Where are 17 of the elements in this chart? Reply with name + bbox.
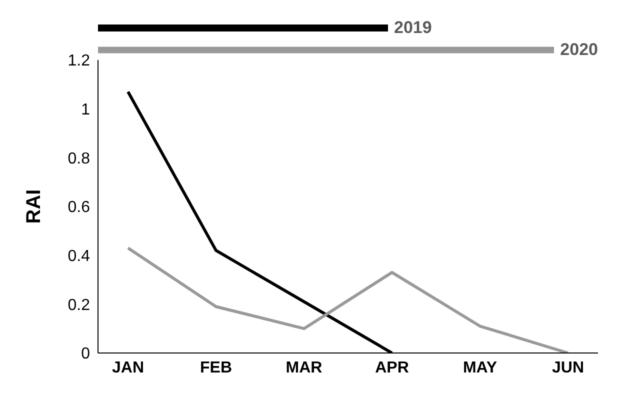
y-tick-label: 1 (81, 102, 90, 119)
x-tick-label: APR (375, 359, 410, 376)
y-axis-title: RAI (23, 189, 46, 224)
y-tick-label: 0 (81, 346, 90, 363)
y-tick-label: 1.2 (68, 52, 90, 70)
x-tick-label: JAN (112, 359, 144, 376)
line-series (126, 246, 570, 353)
y-tick-label: 0.4 (68, 248, 90, 266)
y-tick-label: 0.6 (68, 199, 90, 216)
y-tick-label: 0.8 (68, 150, 90, 168)
x-tick-label: JUN (552, 359, 584, 376)
text: 2020 (560, 40, 598, 60)
x-tick-label: MAY (462, 359, 498, 376)
y-tick-label: 0.2 (68, 296, 90, 314)
x-tick-label: MAR (286, 359, 323, 376)
x-tick-label: FEB (200, 359, 232, 376)
text: 2019 (394, 18, 432, 38)
